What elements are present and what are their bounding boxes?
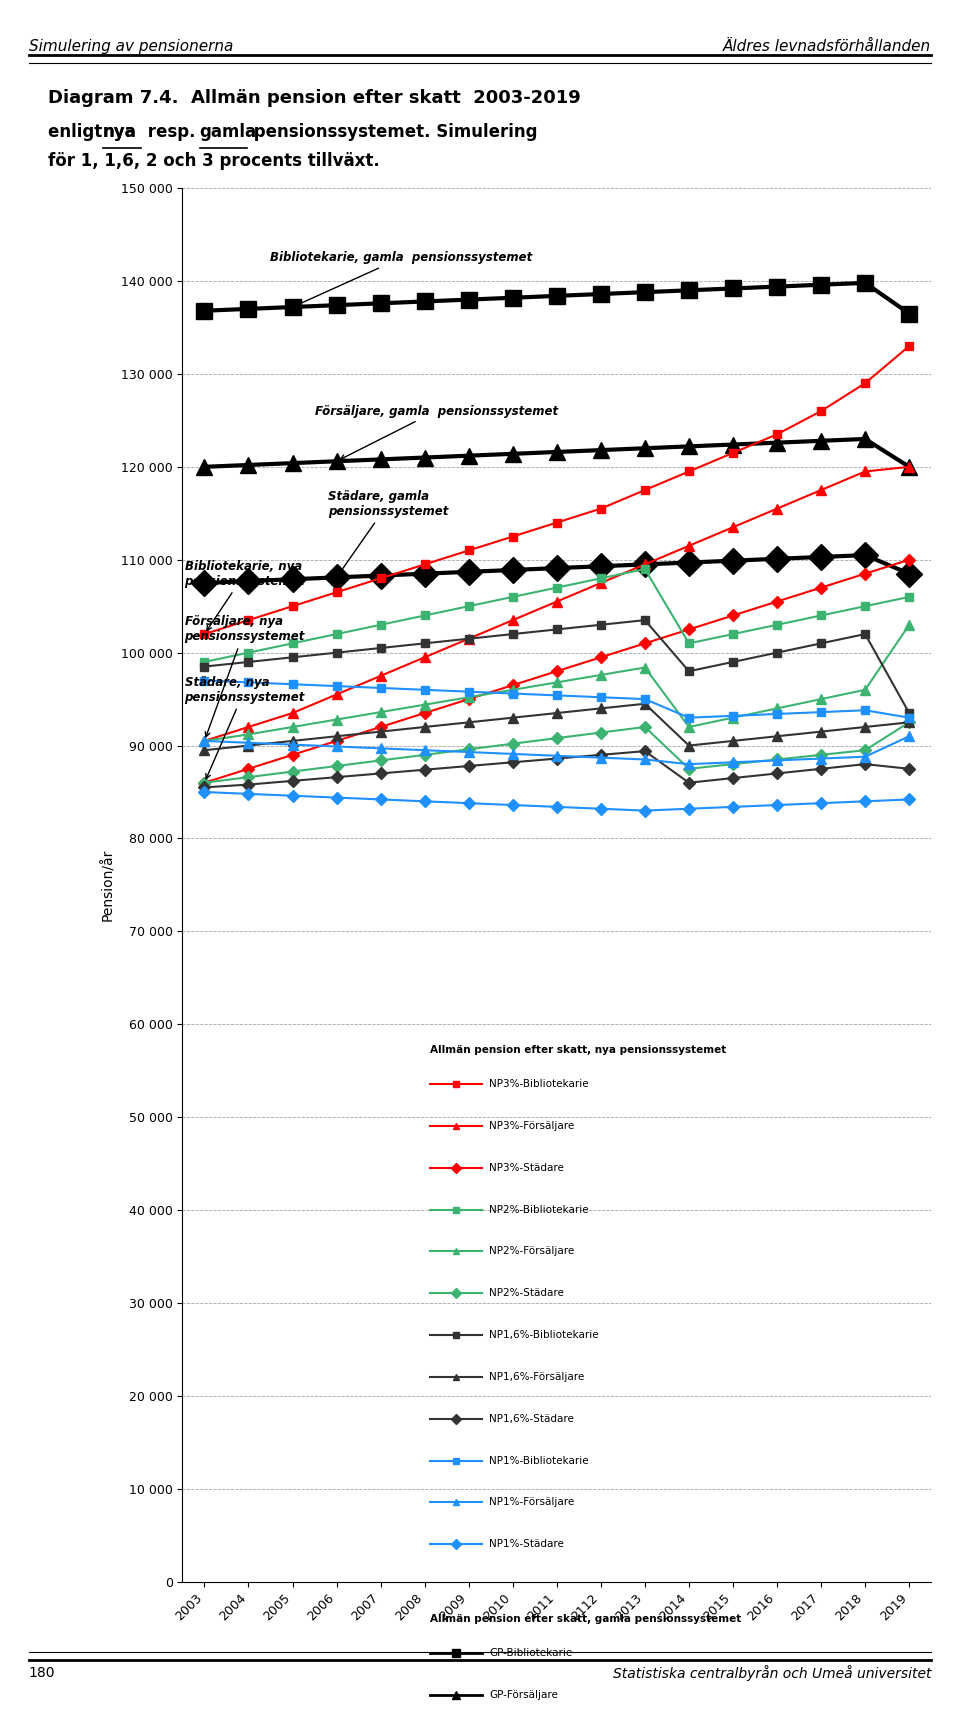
Text: NP3%-Bibliotekarie: NP3%-Bibliotekarie xyxy=(490,1079,589,1089)
Text: för 1, 1,6, 2 och 3 procents tillväxt.: för 1, 1,6, 2 och 3 procents tillväxt. xyxy=(48,152,380,171)
Text: Simulering av pensionerna: Simulering av pensionerna xyxy=(29,39,233,55)
Text: Bibliotekarie, gamla  pensionssystemet: Bibliotekarie, gamla pensionssystemet xyxy=(271,251,533,306)
Text: Försäljare, nya
pensionssystemet: Försäljare, nya pensionssystemet xyxy=(184,616,305,737)
Text: nya: nya xyxy=(103,123,136,142)
Text: NP1%-Försäljare: NP1%-Försäljare xyxy=(490,1498,575,1507)
Text: NP2%-Bibliotekarie: NP2%-Bibliotekarie xyxy=(490,1204,589,1214)
Text: Allmän pension efter skatt, gamla pensionssystemet: Allmän pension efter skatt, gamla pensio… xyxy=(429,1614,741,1624)
Text: NP1%-Bibliotekarie: NP1%-Bibliotekarie xyxy=(490,1455,589,1465)
Text: gamla: gamla xyxy=(200,123,257,142)
Text: nya: nya xyxy=(103,123,136,142)
Text: NP1%-Städare: NP1%-Städare xyxy=(490,1539,564,1549)
Text: enligt: enligt xyxy=(48,123,108,142)
Text: Allmän pension efter skatt, nya pensionssystemet: Allmän pension efter skatt, nya pensions… xyxy=(429,1045,726,1055)
Text: Städare, nya
pensionssystemet: Städare, nya pensionssystemet xyxy=(184,675,305,778)
Text: Diagram 7.4.  Allmän pension efter skatt  2003-2019: Diagram 7.4. Allmän pension efter skatt … xyxy=(48,89,581,108)
Text: Bibliotekarie, nya
pensionssystemet: Bibliotekarie, nya pensionssystemet xyxy=(184,559,305,631)
Text: GP-Försäljare: GP-Försäljare xyxy=(490,1689,559,1700)
Text: NP3%-Försäljare: NP3%-Försäljare xyxy=(490,1122,575,1130)
Text: GP-Bibliotekarie: GP-Bibliotekarie xyxy=(490,1648,573,1657)
Text: NP3%-Städare: NP3%-Städare xyxy=(490,1163,564,1173)
Text: Äldres levnadsförhållanden: Äldres levnadsförhållanden xyxy=(723,39,931,55)
Text: Städare, gamla
pensionssystemet: Städare, gamla pensionssystemet xyxy=(327,491,448,575)
Text: Statistiska centralbyrån och Umeå universitet: Statistiska centralbyrån och Umeå univer… xyxy=(612,1666,931,1681)
Text: pensionssystemet. Simulering: pensionssystemet. Simulering xyxy=(248,123,538,142)
Text: NP2%-Försäljare: NP2%-Försäljare xyxy=(490,1247,575,1257)
Text: NP1,6%-Städare: NP1,6%-Städare xyxy=(490,1414,574,1424)
Text: NP2%-Städare: NP2%-Städare xyxy=(490,1288,564,1298)
Text: NP1,6%-Försäljare: NP1,6%-Försäljare xyxy=(490,1371,585,1382)
Text: resp.: resp. xyxy=(142,123,202,142)
Text: NP1,6%-Bibliotekarie: NP1,6%-Bibliotekarie xyxy=(490,1330,599,1341)
Text: 180: 180 xyxy=(29,1666,56,1679)
Text: Försäljare, gamla  pensionssystemet: Försäljare, gamla pensionssystemet xyxy=(315,405,558,460)
Y-axis label: Pension/år: Pension/år xyxy=(101,848,115,922)
